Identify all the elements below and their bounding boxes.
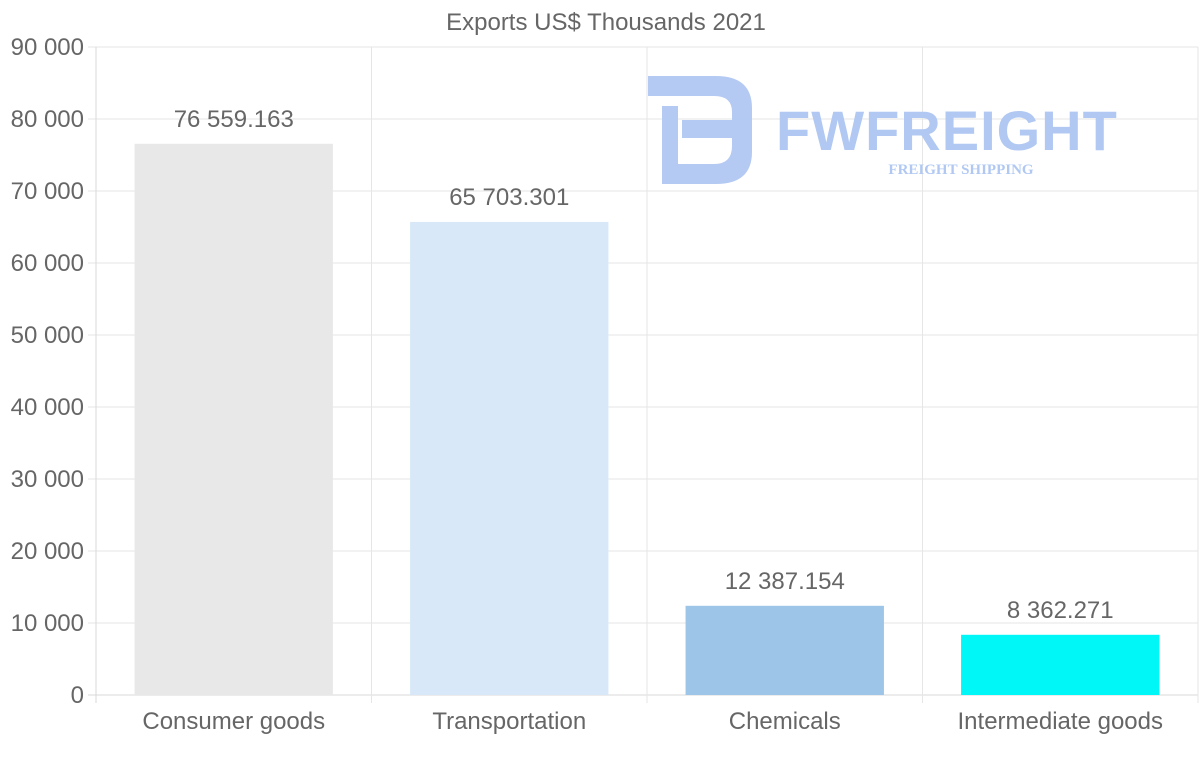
watermark-brand: FWFREIGHT [776,99,1118,162]
chart-title: Exports US$ Thousands 2021 [446,9,766,36]
x-tick-label: Consumer goods [142,708,325,735]
y-axis-ticks: 0 10 000 20 000 30 000 40 000 50 000 60 000 70 … [11,34,84,709]
data-label: 8 362.271 [1007,597,1114,624]
fwfreight-watermark: FWFREIGHT FREIGHT SHIPPING [648,76,1118,184]
data-labels: 76 559.163 65 703.301 12 387.154 8 362.271 [174,106,1114,624]
x-tick-label: Transportation [432,708,586,735]
y-tick-label: 70 000 [11,178,84,205]
y-tick-label: 60 000 [11,250,84,277]
y-tick-label: 0 [71,682,84,709]
bars [134,143,1160,696]
x-tick-label: Intermediate goods [958,708,1163,735]
fwfreight-logo-icon [648,76,752,184]
data-label: 76 559.163 [174,106,294,133]
data-label: 12 387.154 [725,568,845,595]
y-tick-label: 80 000 [11,106,84,133]
bar[interactable] [961,634,1160,695]
y-tick-label: 10 000 [11,610,84,637]
bar[interactable] [685,605,884,695]
y-tick-label: 40 000 [11,394,84,421]
y-tick-label: 30 000 [11,466,84,493]
x-tick-label: Chemicals [729,708,841,735]
watermark-tagline: FREIGHT SHIPPING [888,162,1033,178]
x-axis-ticks: Consumer goods Transportation Chemicals Int… [142,708,1163,735]
y-tick-label: 50 000 [11,322,84,349]
bar[interactable] [134,143,333,695]
bar[interactable] [410,221,609,696]
y-tick-label: 20 000 [11,538,84,565]
data-label: 65 703.301 [449,184,569,211]
y-tick-label: 90 000 [11,34,84,61]
